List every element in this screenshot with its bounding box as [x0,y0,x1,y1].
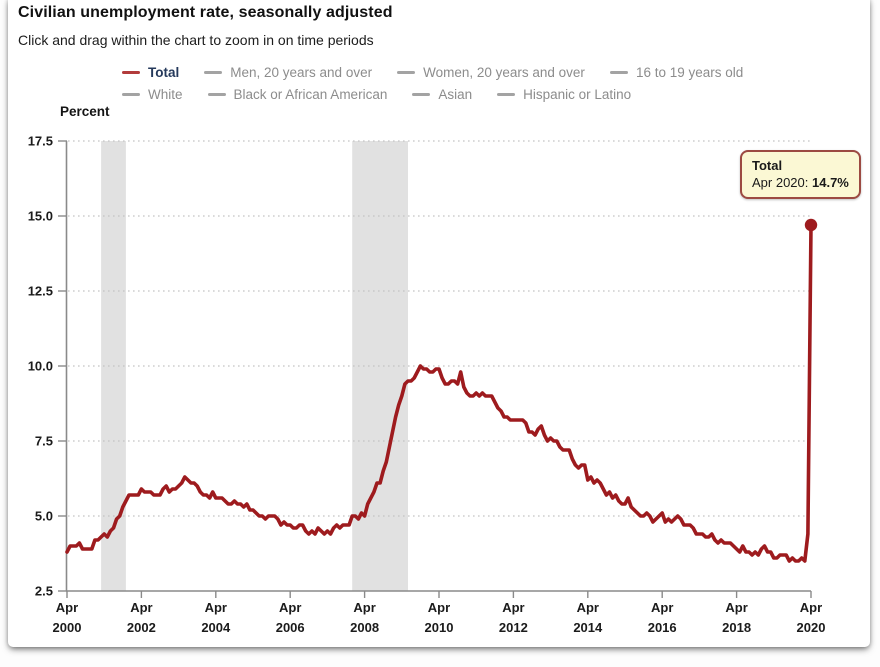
x-tick-label: Apr 2016 [647,600,677,635]
legend-item-label: Asian [438,86,473,102]
x-tick-label: Apr 2012 [498,600,528,635]
legend-item-hispanic-or-latino[interactable]: Hispanic or Latino [497,87,631,102]
x-tick-label: Apr 2002 [126,600,156,635]
series-line-total [65,223,813,563]
legend-item-total[interactable]: Total [122,65,179,80]
y-tick-label: 7.5 [34,433,53,449]
chart-plot-area[interactable] [8,0,870,647]
legend-line-swatch [207,92,226,96]
recession-band [352,141,408,591]
legend-item-label: Black or African American [233,86,388,102]
chart-subtitle: Click and drag within the chart to zoom … [18,32,374,48]
legend-row: White Black or African American Asian Hispa… [122,84,782,104]
legend-line-swatch [497,92,516,96]
legend-item-label: 16 to 19 years old [635,64,744,80]
x-tick-label: Apr 2010 [424,600,454,635]
y-tick-label: 17.5 [27,133,53,149]
legend-row: Total Men, 20 years and over Women, 20 yea… [122,62,782,82]
legend-line-swatch [609,70,628,74]
y-tick-label: 15.0 [27,208,53,224]
legend-item-label: Men, 20 years and over [230,64,373,80]
tooltip-series-name: Total [752,158,783,173]
end-point-marker[interactable] [804,218,818,232]
legend-line-swatch [397,70,416,74]
y-tick-label: 5.0 [34,508,53,524]
chart-card: Civilian unemployment rate, seasonally a… [8,0,870,647]
legend-item-black-or-african-american[interactable]: Black or African American [207,86,388,102]
y-axis-title: Percent [60,104,110,119]
x-tick-label: Apr 2004 [201,600,231,635]
y-tick-label: 10.0 [27,358,53,374]
legend-item-asian[interactable]: Asian [412,87,472,102]
y-tick-label: 2.5 [34,583,53,599]
legend-line-swatch [122,92,140,96]
legend-line-swatch [122,70,140,74]
legend-item-16-to-19-years-old[interactable]: 16 to 19 years old [609,64,744,80]
legend-item-men-20-years-and-over[interactable]: Men, 20 years and over [204,65,372,80]
legend-item-label: Total [148,64,180,80]
legend-item-women-20-years-and-over[interactable]: Women, 20 years and over [397,65,585,80]
chart-title: Civilian unemployment rate, seasonally a… [18,4,393,21]
legend-line-swatch [204,70,223,74]
legend-item-label: White [148,86,183,102]
x-tick-label: Apr 2006 [275,600,305,635]
legend-item-white[interactable]: White [122,87,183,102]
x-tick-label: Apr 2014 [573,600,603,635]
x-tick-label: Apr 2008 [350,600,380,635]
x-tick-label: Apr 2000 [52,600,82,635]
legend-item-label: Hispanic or Latino [523,86,632,102]
x-tick-label: Apr 2018 [722,600,752,635]
legend: Total Men, 20 years and over Women, 20 yea… [122,62,782,104]
x-tick-label: Apr 2020 [796,600,826,635]
legend-line-swatch [412,92,431,96]
tooltip-value: Apr 2020: 14.7% [752,175,849,190]
legend-item-label: Women, 20 years and over [423,64,585,80]
tooltip: Total Apr 2020: 14.7% [740,150,861,199]
y-tick-label: 12.5 [27,283,53,299]
